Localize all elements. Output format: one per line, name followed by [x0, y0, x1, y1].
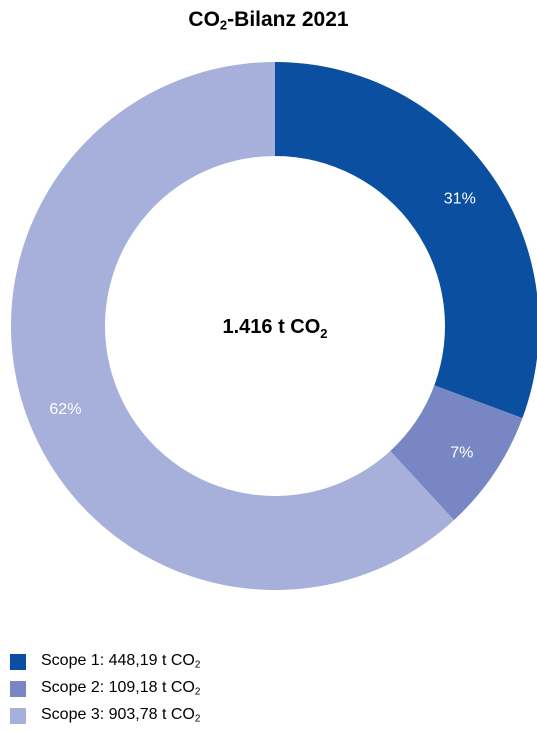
legend-label-scope-2: Scope 2: 109,18 t CO2: [41, 679, 201, 698]
slice-scope-1: [275, 62, 537, 419]
chart-title: CO2-Bilanz 2021: [188, 8, 349, 33]
slice-label-scope-1: 31%: [444, 191, 476, 208]
legend: Scope 1: 448,19 t CO2 Scope 2: 109,18 t …: [10, 648, 200, 729]
slice-scope-2: [390, 385, 523, 521]
donut-chart: 31% 7% 62% 1.416 t CO2: [11, 62, 537, 590]
slice-scope-3: [11, 62, 454, 590]
slice-label-scope-2: 7%: [450, 444, 473, 461]
legend-item-scope-2: Scope 2: 109,18 t CO2: [10, 675, 200, 702]
legend-swatch-scope-3: [10, 707, 26, 724]
legend-swatch-scope-2: [10, 680, 26, 697]
legend-item-scope-1: Scope 1: 448,19 t CO2: [10, 648, 200, 675]
legend-label-scope-3: Scope 3: 903,78 t CO2: [41, 706, 201, 725]
legend-swatch-scope-1: [10, 653, 26, 670]
legend-item-scope-3: Scope 3: 903,78 t CO2: [10, 702, 200, 729]
legend-label-scope-1: Scope 1: 448,19 t CO2: [41, 652, 201, 671]
center-total-label: 1.416 t CO2: [222, 316, 327, 341]
slice-label-scope-3: 62%: [49, 401, 81, 418]
